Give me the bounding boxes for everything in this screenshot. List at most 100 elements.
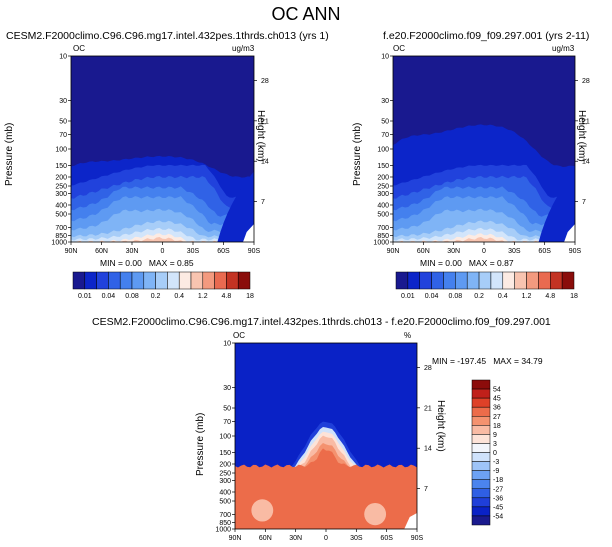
colorbar-swatch (395, 271, 409, 290)
y2-tick-label: 21 (582, 118, 590, 125)
y-tick-label: 300 (219, 478, 231, 485)
colorbar-swatch (190, 271, 204, 290)
max-value: 0.85 (177, 258, 194, 268)
y-tick-label: 100 (377, 147, 389, 154)
y-tick-label: 70 (381, 132, 389, 139)
colorbar-label: 0.2 (151, 293, 161, 300)
colorbar-label: 18 (493, 423, 501, 430)
panel-ref-title: f.e20.F2000climo.f09_f09.297.001 (yrs 2-… (383, 30, 590, 42)
colorbar-swatch (167, 271, 180, 290)
colorbar-label: 9 (493, 432, 497, 439)
panel-panel-diff-axes (232, 342, 420, 532)
x-tick-label: 90S (248, 248, 261, 255)
colorbar-label: 4.8 (222, 293, 232, 300)
colorbar-swatch (202, 271, 215, 290)
x-tick-label: 90N (65, 248, 78, 255)
min-label: MIN = (100, 258, 123, 268)
colorbar-swatch (407, 271, 420, 290)
surface-anomaly-0 (251, 499, 274, 522)
colorbar-label: -3 (493, 459, 499, 466)
colorbar-swatch (419, 271, 432, 290)
surface-anomaly-1 (364, 502, 387, 526)
topography-mask (564, 224, 575, 242)
colorbar-swatch (72, 271, 86, 290)
colorbar-swatch (471, 488, 491, 499)
colorbar-swatch (226, 271, 239, 290)
colorbar-swatch (471, 470, 491, 480)
x-tick-label: 90N (229, 535, 242, 542)
colorbar-swatch (471, 515, 491, 526)
y2-tick-label: 14 (424, 446, 432, 453)
colorbar-label: 0.4 (174, 293, 184, 300)
colorbar-swatch (471, 443, 491, 453)
panel-panel-test-axes (68, 55, 257, 245)
x-tick-label: 90S (411, 535, 424, 542)
y-tick-label: 200 (55, 174, 67, 181)
colorbar-swatch (550, 271, 563, 290)
y-tick-label: 500 (55, 212, 67, 219)
colorbar-swatch (237, 271, 251, 290)
colorbar-label: 0.08 (125, 293, 139, 300)
panel-ref-field (393, 56, 575, 242)
y-tick-label: 850 (219, 520, 231, 527)
colorbar-label: -18 (493, 477, 503, 484)
colorbar-swatch (84, 271, 97, 290)
x-tick-label: 0 (324, 535, 328, 542)
colorbar-swatch (561, 271, 575, 290)
y-tick-label: 30 (59, 98, 67, 105)
panel-test-title: CESM2.F2000climo.C96.C96.mg17.intel.432p… (6, 30, 329, 42)
y-tick-label: 50 (381, 119, 389, 126)
y2-tick-label: 28 (261, 78, 269, 85)
colorbar-swatch (490, 271, 504, 290)
panel-test-field (71, 56, 254, 242)
figure-title: OC ANN (271, 4, 341, 24)
y2-tick-label: 7 (261, 199, 265, 206)
max-label: MAX = (468, 258, 495, 268)
colorbar-swatch (471, 406, 491, 417)
colorbar-swatch (119, 271, 133, 290)
x-tick-label: 60N (259, 535, 272, 542)
colorbar-label: 0.2 (474, 293, 484, 300)
colorbar-label: 0.08 (449, 293, 463, 300)
x-tick-label: 0 (161, 248, 165, 255)
x-tick-label: 30N (126, 248, 139, 255)
x-tick-label: 0 (482, 248, 486, 255)
y-tick-label: 850 (377, 233, 389, 240)
y-tick-label: 500 (219, 499, 231, 506)
colorbar-label: 0.04 (102, 293, 116, 300)
contour-level-1 (538, 171, 575, 242)
y2-tick-label: 28 (582, 78, 590, 85)
topography-mask (404, 513, 417, 529)
colorbar-label: 0.04 (425, 293, 439, 300)
colorbar-label: 1.2 (522, 293, 532, 300)
colorbar-swatch (455, 271, 468, 290)
y-tick-label: 250 (219, 471, 231, 478)
y-tick-label: 10 (381, 54, 389, 61)
min-value: 0.00 (125, 258, 142, 268)
colorbar-label: 4.8 (545, 293, 555, 300)
y-tick-label: 10 (223, 341, 231, 348)
x-tick-label: 60S (538, 248, 551, 255)
min-value: -197.45 (457, 356, 487, 366)
panel-diff-minmax: MIN = -197.45 MAX = 34.79 (432, 356, 543, 366)
min-label: MIN = (432, 356, 455, 366)
topography-mask (243, 224, 254, 242)
y-tick-label: 400 (55, 202, 67, 209)
colorbar-label: 54 (493, 387, 501, 394)
colorbar-label: 18 (246, 293, 254, 300)
colorbar-swatch (431, 271, 444, 290)
y-tick-label: 50 (59, 119, 67, 126)
colorbar-swatch (155, 271, 168, 290)
x-tick-label: 90N (387, 248, 400, 255)
colorbar-swatch (471, 479, 491, 489)
colorbar-swatch (143, 271, 156, 290)
panel-diff-field (235, 343, 417, 529)
y-tick-label: 1000 (373, 240, 389, 247)
colorbar-swatch (471, 434, 491, 444)
contour-level-8 (393, 227, 575, 242)
colorbar-swatch (502, 271, 515, 290)
y-tick-label: 50 (223, 406, 231, 413)
y-tick-label: 30 (381, 98, 389, 105)
y-tick-label: 100 (55, 147, 67, 154)
